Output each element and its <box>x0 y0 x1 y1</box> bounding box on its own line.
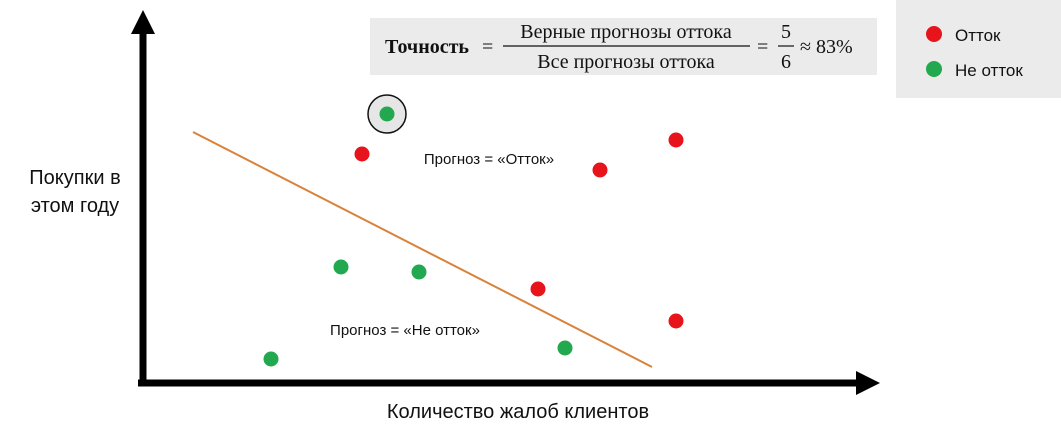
fraction-denominator: 6 <box>781 51 791 73</box>
legend-box <box>896 0 1061 98</box>
x-arrow <box>856 371 880 395</box>
formula-operator: = <box>757 36 768 58</box>
point-churn <box>530 281 546 297</box>
legend-label: Не отток <box>955 61 1023 80</box>
region-label: Прогноз = «Отток» <box>424 151 554 168</box>
decision-boundary <box>192 131 653 368</box>
y-axis-label: этом году <box>31 195 119 217</box>
fraction-numerator: 5 <box>781 21 791 43</box>
formula-numerator: Верные прогнозы оттока <box>520 21 732 43</box>
y-arrow <box>131 10 155 34</box>
point-no-churn <box>379 106 395 122</box>
y-axis-label: Покупки в <box>29 167 120 189</box>
point-no-churn <box>411 264 427 280</box>
point-no-churn <box>333 259 349 275</box>
legend-marker <box>926 26 942 42</box>
point-churn <box>668 132 684 148</box>
point-churn <box>592 162 608 178</box>
point-no-churn <box>557 340 573 356</box>
point-churn <box>354 146 370 162</box>
formula-label: Точность <box>385 36 469 58</box>
legend-label: Отток <box>955 26 1001 45</box>
legend-marker <box>926 61 942 77</box>
point-no-churn <box>263 351 279 367</box>
formula-result: ≈ 83% <box>800 36 853 58</box>
formula-operator: = <box>482 36 493 58</box>
point-churn <box>668 313 684 329</box>
region-label: Прогноз = «Не отток» <box>330 322 480 339</box>
x-axis-label: Количество жалоб клиентов <box>387 401 649 423</box>
formula-denominator: Все прогнозы оттока <box>537 51 715 73</box>
